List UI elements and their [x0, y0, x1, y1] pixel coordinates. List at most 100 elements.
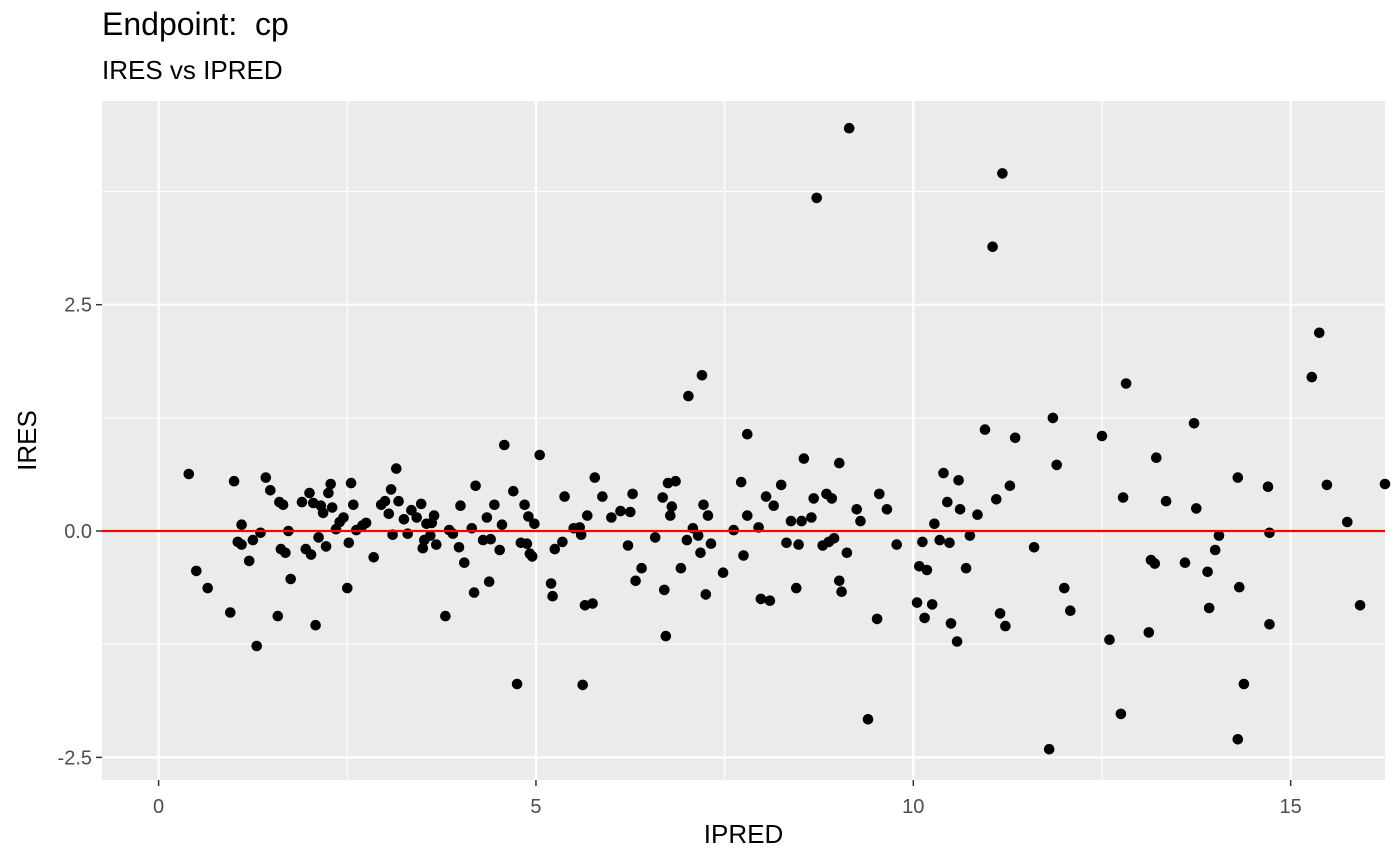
data-point — [526, 551, 538, 562]
data-point — [636, 562, 647, 574]
data-point — [310, 619, 321, 631]
data-point — [549, 543, 561, 555]
tick-labels: 0 5 10 15 -2.5 0.0 2.5 — [58, 295, 1302, 818]
data-point — [1104, 634, 1115, 645]
data-point — [398, 514, 410, 525]
data-point — [1202, 566, 1213, 578]
data-point — [921, 564, 933, 576]
data-point — [545, 578, 557, 589]
data-point — [285, 573, 297, 585]
data-point — [1096, 430, 1108, 442]
data-point — [1143, 627, 1155, 638]
data-point — [755, 593, 767, 605]
data-point — [1264, 619, 1275, 630]
x-axis-title: IPRED — [704, 819, 783, 849]
data-point — [683, 390, 694, 402]
data-point — [1117, 492, 1129, 503]
data-point — [236, 519, 247, 530]
data-point — [481, 512, 493, 523]
data-point — [360, 517, 372, 529]
data-point — [843, 122, 855, 134]
data-point — [705, 538, 717, 549]
data-point — [881, 504, 893, 515]
data-point — [1028, 542, 1040, 553]
data-point — [917, 536, 928, 548]
data-point — [841, 547, 853, 559]
y-axis-title: IRES — [12, 410, 42, 471]
data-point — [681, 534, 693, 546]
data-point — [265, 485, 276, 496]
data-point — [521, 538, 533, 549]
data-point — [1354, 600, 1366, 611]
data-point — [627, 488, 638, 500]
data-point — [260, 472, 272, 483]
data-point — [1188, 418, 1200, 429]
data-point — [1306, 371, 1318, 383]
data-point — [255, 527, 266, 539]
data-point — [243, 555, 255, 567]
data-point — [1379, 478, 1391, 490]
data-point — [919, 612, 930, 624]
data-point — [468, 587, 480, 598]
data-point — [994, 608, 1006, 619]
data-point — [1059, 582, 1070, 594]
data-point — [1004, 480, 1016, 492]
data-point — [494, 544, 506, 556]
data-point — [385, 484, 397, 495]
data-point — [411, 512, 423, 523]
data-point — [960, 562, 972, 574]
data-point — [272, 610, 284, 622]
data-point — [929, 518, 940, 530]
data-point — [942, 496, 953, 508]
data-point — [997, 168, 1008, 179]
y-tick-label: 0.0 — [64, 521, 92, 543]
data-point — [696, 370, 708, 381]
minor-gridlines — [102, 101, 1385, 780]
data-point — [1232, 472, 1244, 483]
data-point — [606, 512, 617, 523]
data-point — [277, 499, 289, 511]
data-point — [305, 549, 317, 560]
data-point — [836, 586, 847, 597]
data-point — [247, 534, 259, 546]
data-point — [428, 510, 440, 521]
data-point — [589, 472, 601, 483]
data-point — [393, 495, 404, 507]
data-point — [183, 468, 195, 480]
data-point — [938, 467, 949, 479]
x-tick-label: 10 — [902, 796, 924, 818]
axis-ticks — [96, 303, 1292, 786]
data-point — [496, 519, 508, 530]
data-point — [926, 599, 938, 610]
data-point — [806, 512, 817, 523]
data-point — [808, 493, 819, 504]
data-point — [945, 618, 957, 629]
data-point — [1203, 602, 1215, 614]
data-point — [826, 493, 838, 504]
data-point — [251, 640, 262, 652]
data-point — [1264, 527, 1275, 539]
data-point — [1043, 743, 1055, 755]
data-point — [587, 598, 598, 609]
chart-subtitle: IRES vs IPRED — [102, 55, 283, 85]
data-point — [499, 439, 510, 451]
data-point — [934, 534, 945, 546]
data-point — [1262, 481, 1274, 493]
data-points — [183, 122, 1391, 755]
data-point — [320, 541, 332, 552]
data-point — [547, 590, 558, 602]
data-point — [342, 582, 353, 594]
data-point — [317, 507, 329, 519]
data-point — [1051, 459, 1062, 471]
data-point — [764, 595, 776, 606]
data-point — [954, 504, 966, 515]
data-point — [781, 537, 792, 549]
data-point — [345, 477, 357, 489]
data-point — [459, 557, 470, 568]
data-point — [1209, 544, 1221, 556]
data-point — [768, 500, 779, 512]
data-point — [911, 597, 923, 608]
data-point — [529, 518, 540, 530]
data-point — [296, 496, 308, 508]
